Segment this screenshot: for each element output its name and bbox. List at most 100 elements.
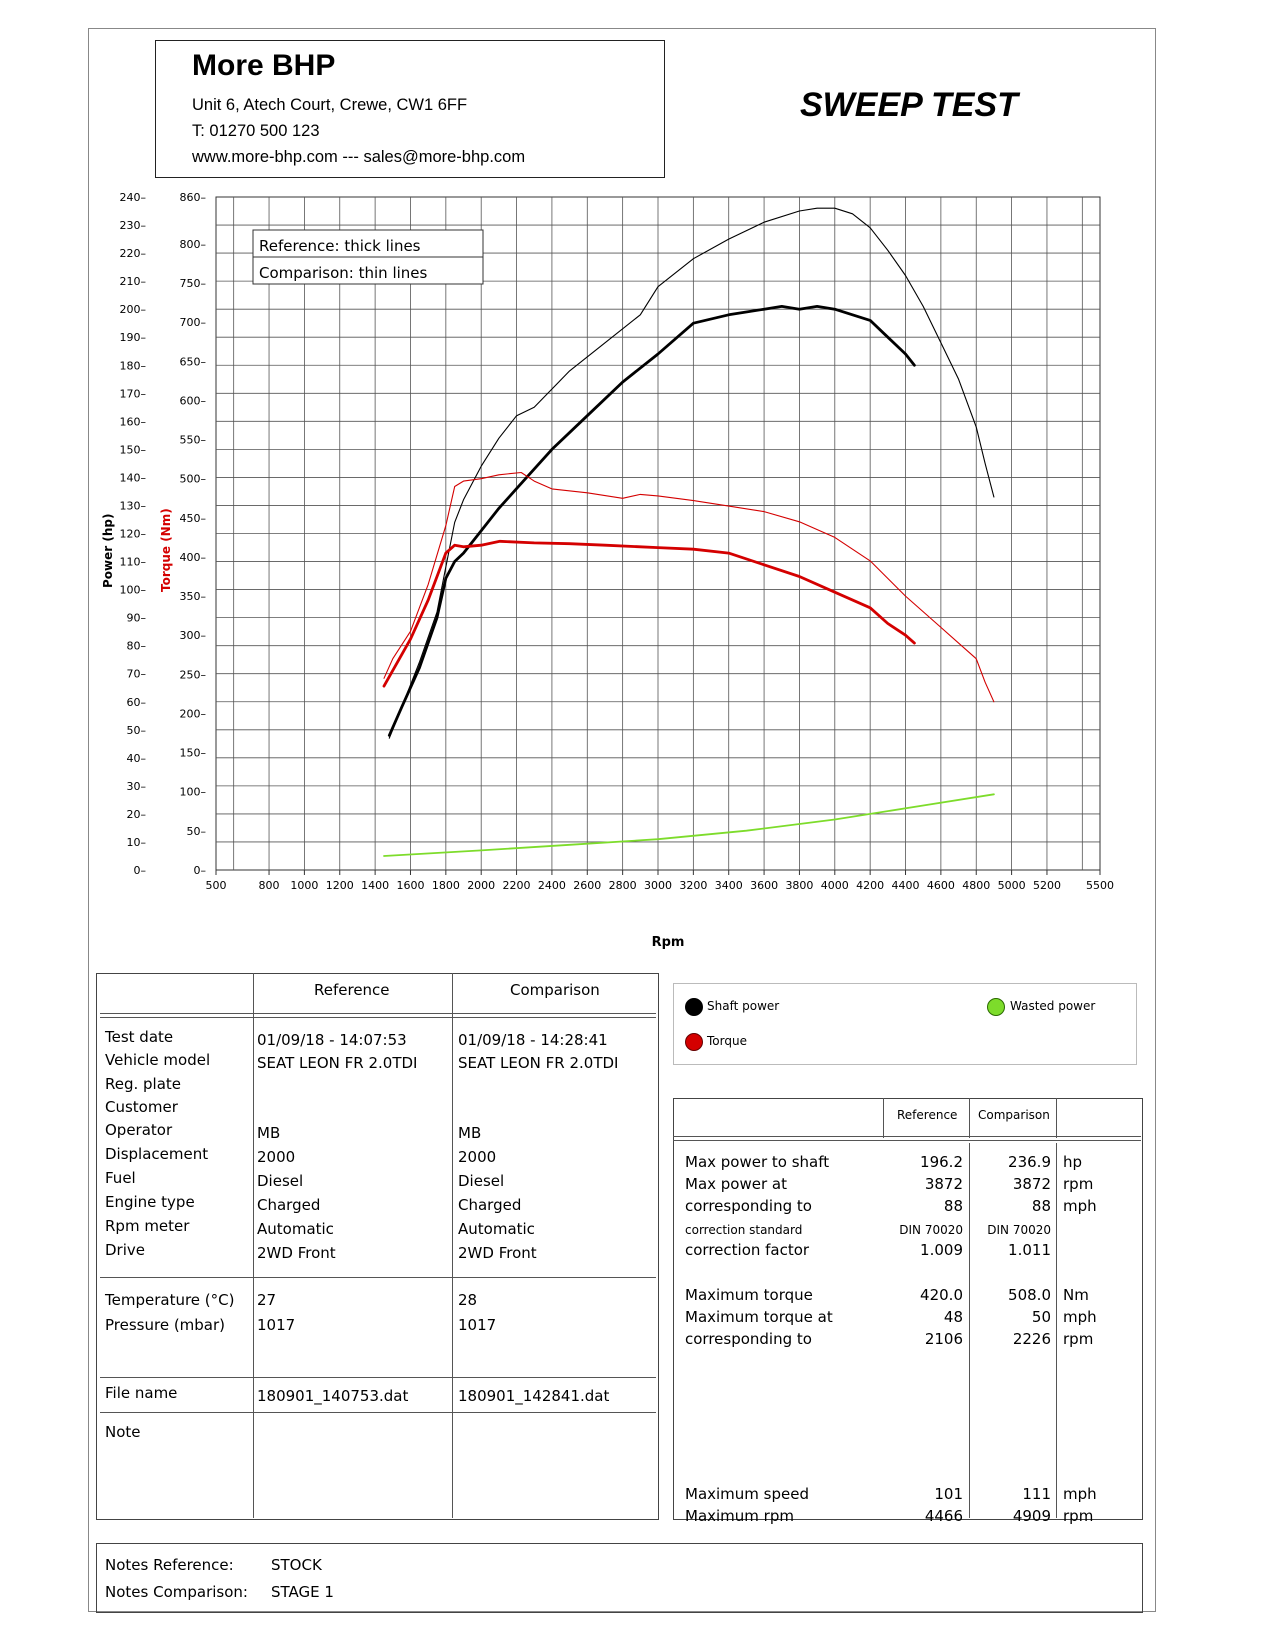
- x-tick-label: 5000: [998, 879, 1026, 892]
- dyno-chart: 500 800 1000 1200 1400 1600 1800 2000 2200 2400 26…: [101, 191, 1115, 950]
- cmp-displacement: 2000: [458, 1148, 497, 1166]
- power-tick-label: 210–: [120, 275, 147, 288]
- results-row-reference: DIN 70020: [899, 1223, 963, 1237]
- x-tick-label: 4600: [927, 879, 955, 892]
- power-tick-label: 170–: [120, 387, 147, 400]
- info-label: Drive: [105, 1241, 145, 1259]
- torque-tick-label: 500–: [180, 473, 207, 486]
- info-col-comparison: Comparison: [510, 981, 600, 999]
- power-tick-label: 110–: [120, 556, 147, 569]
- x-tick-label: 4000: [821, 879, 849, 892]
- series-line-cmp_torque: [383, 471, 995, 703]
- power-tick-label: 130–: [120, 499, 147, 512]
- results-table: Reference Comparison Max power to shaft 1…: [673, 1098, 1143, 1525]
- torque-tick-label: 600–: [180, 394, 207, 407]
- power-tick-label: 220–: [120, 247, 147, 260]
- results-row-label: Maximum rpm: [685, 1507, 794, 1525]
- page-title: SWEEP TEST: [800, 86, 1018, 124]
- info-label: Test date: [105, 1028, 174, 1046]
- ref-file-name: 180901_140753.dat: [257, 1387, 409, 1405]
- results-row-comparison: 50: [1031, 1308, 1051, 1326]
- ref-displacement: 2000: [257, 1148, 296, 1166]
- results-row-reference: 48: [943, 1308, 963, 1326]
- info-label: Vehicle model: [105, 1051, 211, 1069]
- results-row-reference: 3872: [924, 1175, 963, 1193]
- results-row-reference: 4466: [924, 1507, 963, 1525]
- torque-tick-label: 700–: [180, 316, 207, 329]
- ref-pressure: 1017: [257, 1316, 296, 1334]
- power-tick-label: 240–: [120, 191, 147, 204]
- chart-series: [382, 207, 995, 857]
- results-row-comparison: 236.9: [1008, 1153, 1051, 1171]
- info-label: Fuel: [105, 1169, 136, 1187]
- torque-tick-label: 250–: [180, 668, 207, 681]
- notes-box: Notes Reference: STOCK Notes Comparison:…: [96, 1543, 1143, 1613]
- torque-tick-label: 860–: [180, 191, 207, 204]
- torque-tick-label: 50–: [187, 825, 207, 838]
- results-row-label: correction standard: [685, 1223, 803, 1237]
- chart-ticks: 500 800 1000 1200 1400 1600 1800 2000 2200 2400 26…: [120, 191, 1115, 892]
- series-legend: Shaft power Wasted power Torque: [673, 983, 1137, 1065]
- x-tick-label: 2000: [467, 879, 495, 892]
- results-row-comparison: 111: [1022, 1485, 1051, 1503]
- x-tick-label: 5500: [1086, 879, 1114, 892]
- notes-comparison-label: Notes Comparison:: [105, 1583, 248, 1601]
- x-tick-label: 3000: [644, 879, 672, 892]
- power-tick-label: 190–: [120, 331, 147, 344]
- temperature-label: Temperature (°C): [105, 1291, 235, 1309]
- results-row-label: corresponding to: [685, 1197, 812, 1215]
- torque-legend-icon: [685, 1033, 703, 1051]
- cmp-rpm-meter: Automatic: [458, 1220, 535, 1238]
- results-row-unit: rpm: [1063, 1175, 1094, 1193]
- results-row-comparison: 3872: [1012, 1175, 1051, 1193]
- results-row-comparison: 2226: [1012, 1330, 1051, 1348]
- cmp-temperature: 28: [458, 1291, 478, 1309]
- results-row-reference: 2106: [924, 1330, 963, 1348]
- x-tick-label: 4200: [856, 879, 884, 892]
- company-web: www.more-bhp.com --- sales@more-bhp.com: [192, 148, 526, 166]
- results-row-reference: 1.009: [920, 1241, 963, 1259]
- results-row-unit: mph: [1063, 1197, 1097, 1215]
- legend-torque: Torque: [707, 1034, 747, 1048]
- results-row-comparison: 1.011: [1008, 1241, 1051, 1259]
- series-line-ref_power: [387, 304, 916, 737]
- company-address: Unit 6, Atech Court, Crewe, CW1 6FF: [192, 96, 468, 114]
- torque-tick-label: 100–: [180, 786, 207, 799]
- notes-comparison-value: STAGE 1: [271, 1583, 334, 1601]
- cmp-vehicle-model: SEAT LEON FR 2.0TDI: [458, 1054, 619, 1072]
- torque-tick-label: 0–: [194, 864, 207, 877]
- power-tick-label: 120–: [120, 528, 147, 541]
- results-col-comparison: Comparison: [978, 1108, 1050, 1122]
- torque-tick-label: 650–: [180, 355, 207, 368]
- ref-operator: MB: [257, 1124, 281, 1142]
- x-tick-label: 2800: [609, 879, 637, 892]
- ref-vehicle-model: SEAT LEON FR 2.0TDI: [257, 1054, 418, 1072]
- x-tick-label: 3200: [679, 879, 707, 892]
- x-tick-label: 2200: [503, 879, 531, 892]
- x-tick-label: 1800: [432, 879, 460, 892]
- ref-temperature: 27: [257, 1291, 277, 1309]
- x-axis-label: Rpm: [652, 935, 685, 950]
- series-line-wasted: [383, 793, 995, 857]
- info-label: Reg. plate: [105, 1075, 182, 1093]
- ref-fuel: Diesel: [257, 1172, 304, 1190]
- power-tick-label: 90–: [127, 612, 147, 625]
- power-tick-label: 60–: [127, 696, 147, 709]
- torque-tick-label: 450–: [180, 512, 207, 525]
- torque-tick-label: 300–: [180, 629, 207, 642]
- power-tick-label: 50–: [127, 724, 147, 737]
- torque-tick-label: 150–: [180, 747, 207, 760]
- results-row-comparison: 4909: [1012, 1507, 1051, 1525]
- power-tick-label: 140–: [120, 471, 147, 484]
- results-row-reference: 196.2: [920, 1153, 963, 1171]
- results-row-unit: hp: [1063, 1153, 1083, 1171]
- power-tick-label: 100–: [120, 584, 147, 597]
- results-row-unit: mph: [1063, 1308, 1097, 1326]
- power-tick-label: 10–: [127, 836, 147, 849]
- results-row-label: Maximum torque: [685, 1286, 813, 1304]
- x-tick-label: 1200: [326, 879, 354, 892]
- results-row-label: Max power to shaft: [685, 1153, 830, 1171]
- page-border: [88, 28, 1156, 1612]
- results-row-comparison: 88: [1031, 1197, 1051, 1215]
- chart-legend-box: Reference: thick lines Comparison: thin …: [252, 229, 484, 285]
